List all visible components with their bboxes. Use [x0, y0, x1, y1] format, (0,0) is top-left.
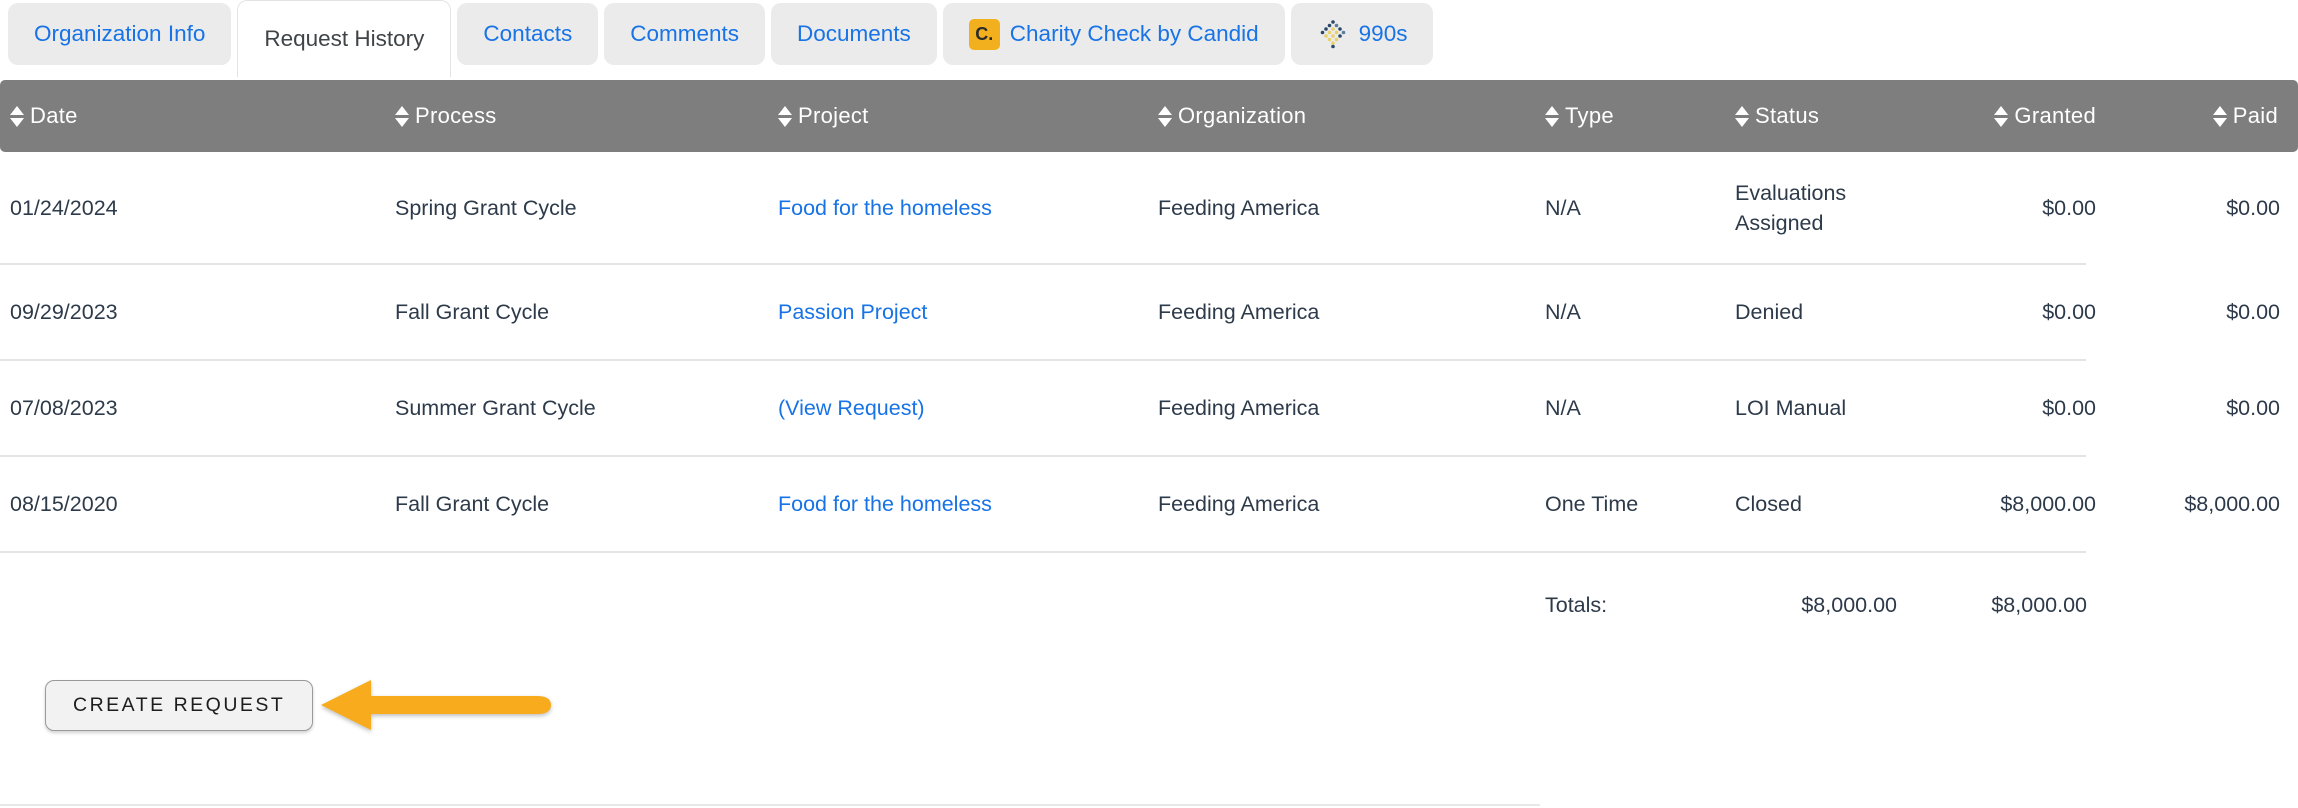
- column-label: Process: [415, 103, 497, 128]
- cell-paid: $8,000.00: [2184, 492, 2280, 517]
- tab-label: Comments: [630, 21, 739, 46]
- sort-icon: [1994, 105, 2009, 127]
- totals-label: Totals:: [1545, 592, 1608, 617]
- annotation-arrow-icon: [321, 680, 552, 730]
- tab-label: Request History: [264, 26, 425, 51]
- candid-logo-icon: [1320, 20, 1345, 49]
- column-header-process[interactable]: Process: [395, 103, 778, 129]
- column-header-organization[interactable]: Organization: [1158, 103, 1545, 129]
- cell-type: N/A: [1545, 195, 1581, 220]
- table-row: 07/08/2023 Summer Grant Cycle (View Requ…: [0, 361, 2298, 457]
- column-label: Project: [798, 103, 869, 128]
- cell-paid: $0.00: [2226, 396, 2280, 421]
- table-row: 08/15/2020 Fall Grant Cycle Food for the…: [0, 457, 2298, 553]
- tab-request-history[interactable]: Request History: [237, 0, 452, 77]
- view-request-link[interactable]: (View Request): [778, 396, 925, 421]
- cell-granted: $0.00: [2042, 195, 2096, 220]
- totals-paid: $8,000.00: [1991, 592, 2087, 617]
- cell-organization: Feeding America: [1158, 396, 1320, 421]
- tab-label: Documents: [797, 21, 911, 46]
- column-header-type[interactable]: Type: [1545, 103, 1735, 129]
- column-label: Organization: [1178, 103, 1307, 128]
- cell-type: N/A: [1545, 300, 1581, 325]
- column-header-status[interactable]: Status: [1735, 103, 1955, 129]
- totals-granted: $8,000.00: [1801, 592, 1897, 617]
- table-row: 01/24/2024 Spring Grant Cycle Food for t…: [0, 152, 2298, 265]
- cell-date: 07/08/2023: [10, 396, 118, 421]
- cell-type: N/A: [1545, 396, 1581, 421]
- cell-granted: $8,000.00: [2000, 492, 2096, 517]
- column-label: Granted: [2014, 103, 2096, 128]
- cell-date: 09/29/2023: [10, 300, 118, 325]
- column-header-paid[interactable]: Paid: [2110, 103, 2298, 129]
- project-link[interactable]: Passion Project: [778, 300, 928, 325]
- sort-icon: [1158, 105, 1172, 127]
- sort-icon: [2212, 105, 2227, 127]
- cell-project: Food for the homeless: [778, 194, 1158, 223]
- totals-row: Totals: $8,000.00 $8,000.00: [0, 553, 2298, 657]
- create-request-button[interactable]: CREATE REQUEST: [45, 679, 314, 731]
- tab-bar: Organization Info Request History Contac…: [0, 0, 2298, 80]
- cell-project: Passion Project: [778, 298, 1158, 327]
- sort-icon: [395, 105, 409, 127]
- column-label: Paid: [2232, 103, 2278, 128]
- sort-icon: [1545, 105, 1559, 127]
- cell-paid: $0.00: [2226, 300, 2280, 325]
- cell-granted: $0.00: [2042, 300, 2096, 325]
- cell-status: Evaluations Assigned: [1735, 181, 1847, 235]
- cell-organization: Feeding America: [1158, 300, 1320, 325]
- table-header: Date Process Project Organization Type S…: [0, 80, 2298, 152]
- charity-check-badge-icon: C.: [968, 18, 1000, 50]
- cell-project: Food for the homeless: [778, 490, 1158, 519]
- cell-process: Summer Grant Cycle: [395, 396, 596, 421]
- cell-organization: Feeding America: [1158, 492, 1320, 517]
- tab-contacts[interactable]: Contacts: [457, 3, 599, 65]
- project-link[interactable]: Food for the homeless: [778, 195, 992, 220]
- cell-process: Spring Grant Cycle: [395, 195, 577, 220]
- tab-documents[interactable]: Documents: [771, 3, 937, 65]
- sort-icon: [10, 105, 24, 127]
- cell-process: Fall Grant Cycle: [395, 300, 550, 325]
- table-row: 09/29/2023 Fall Grant Cycle Passion Proj…: [0, 265, 2298, 361]
- sort-icon: [778, 105, 792, 127]
- tab-label: Charity Check by Candid: [1009, 21, 1259, 46]
- bottom-divider: [0, 804, 1540, 806]
- cell-date: 08/15/2020: [10, 492, 118, 517]
- cell-status: Closed: [1735, 492, 1802, 517]
- tab-label: 990s: [1358, 21, 1408, 46]
- cell-paid: $0.00: [2226, 195, 2280, 220]
- cell-process: Fall Grant Cycle: [395, 492, 550, 517]
- cell-type: One Time: [1545, 492, 1639, 517]
- cell-project: (View Request): [778, 394, 1158, 423]
- column-label: Type: [1565, 103, 1614, 128]
- column-header-project[interactable]: Project: [778, 103, 1158, 129]
- tab-comments[interactable]: Comments: [604, 3, 765, 65]
- tab-charity-check[interactable]: C. Charity Check by Candid: [942, 3, 1285, 65]
- column-label: Status: [1755, 103, 1820, 128]
- cell-status: LOI Manual: [1735, 396, 1847, 421]
- cell-status: Denied: [1735, 300, 1804, 325]
- actions-area: CREATE REQUEST: [45, 673, 2298, 737]
- tab-label: Contacts: [483, 21, 573, 46]
- sort-icon: [1735, 105, 1749, 127]
- project-link[interactable]: Food for the homeless: [778, 492, 992, 517]
- column-header-date[interactable]: Date: [10, 103, 395, 129]
- column-label: Date: [30, 103, 78, 128]
- tab-organization-info[interactable]: Organization Info: [8, 3, 232, 65]
- tab-990s[interactable]: 990s: [1290, 3, 1434, 65]
- cell-date: 01/24/2024: [10, 195, 118, 220]
- tab-label: Organization Info: [34, 21, 206, 46]
- cell-organization: Feeding America: [1158, 195, 1320, 220]
- cell-granted: $0.00: [2042, 396, 2096, 421]
- column-header-granted[interactable]: Granted: [1955, 103, 2110, 129]
